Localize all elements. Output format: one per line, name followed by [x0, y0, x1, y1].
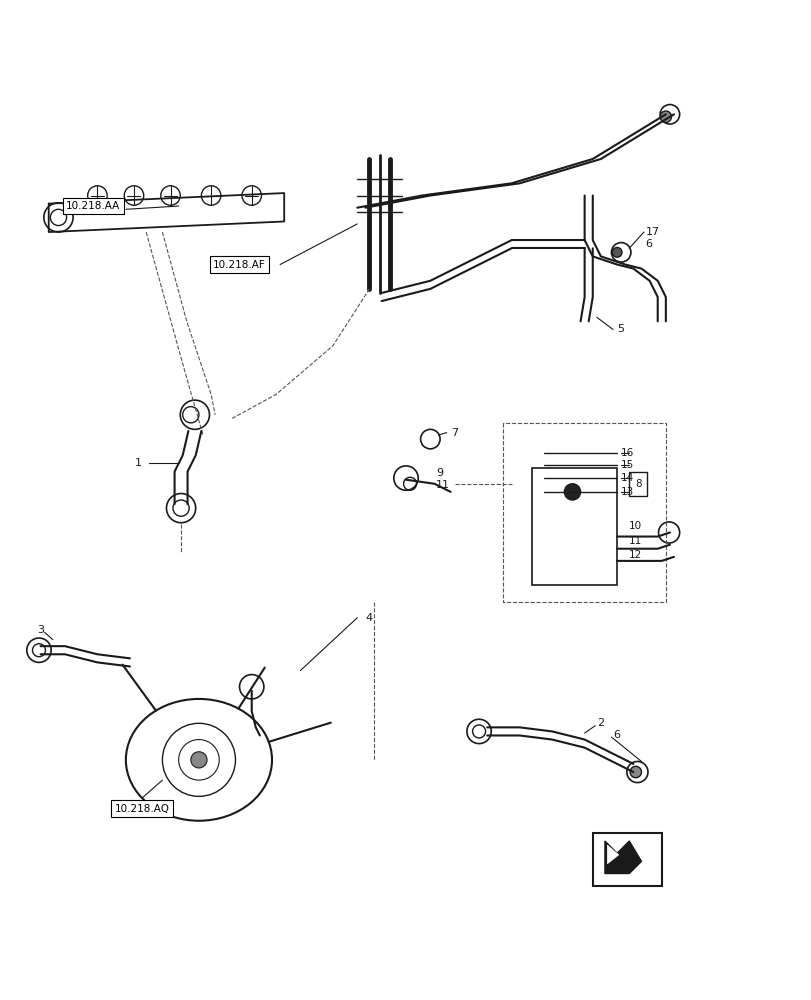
Circle shape — [629, 766, 641, 778]
Text: 3: 3 — [37, 625, 44, 635]
Text: 4: 4 — [366, 613, 372, 623]
Text: 10.218.AA: 10.218.AA — [67, 201, 120, 211]
Text: 16: 16 — [620, 448, 633, 458]
Circle shape — [611, 247, 621, 257]
Text: 13: 13 — [620, 487, 633, 497]
Polygon shape — [604, 841, 641, 874]
Circle shape — [191, 752, 207, 768]
Circle shape — [659, 111, 671, 122]
Text: 8: 8 — [634, 479, 641, 489]
Circle shape — [564, 484, 580, 500]
Text: 6: 6 — [612, 730, 620, 740]
Text: 14: 14 — [620, 473, 633, 483]
Text: 11: 11 — [436, 480, 449, 490]
Text: 10.218.AQ: 10.218.AQ — [114, 804, 169, 814]
Text: 6: 6 — [645, 239, 652, 249]
Text: 10: 10 — [629, 521, 642, 531]
Text: 17: 17 — [645, 227, 659, 237]
Bar — [531, 468, 616, 585]
Text: 11: 11 — [629, 536, 642, 546]
Text: 7: 7 — [450, 428, 457, 438]
Text: 1: 1 — [135, 458, 141, 468]
Bar — [592, 833, 661, 886]
Text: 9: 9 — [436, 468, 443, 478]
Text: 2: 2 — [596, 718, 603, 728]
Text: 5: 5 — [616, 324, 624, 334]
Text: 12: 12 — [629, 550, 642, 560]
Bar — [629, 472, 646, 496]
Text: 15: 15 — [620, 460, 633, 470]
Polygon shape — [607, 845, 618, 864]
Text: 10.218.AF: 10.218.AF — [213, 260, 265, 270]
